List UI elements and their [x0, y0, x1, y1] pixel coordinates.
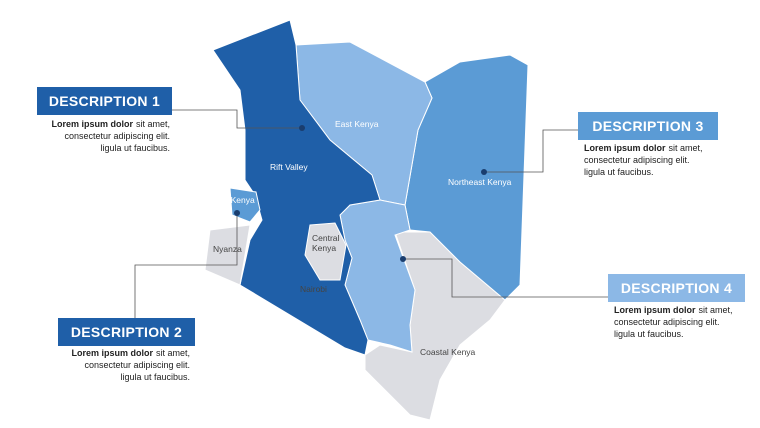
description-line: consectetur adipiscing elit. — [614, 317, 720, 327]
marker-dot — [234, 210, 240, 216]
bold-lead: Lorem ipsum dolor — [614, 305, 696, 315]
region-label: Kenya — [312, 243, 336, 253]
connector-1 — [172, 109, 302, 129]
title-box — [578, 112, 718, 140]
region-label: West Kenya — [209, 195, 255, 205]
description-title: DESCRIPTION 2 — [71, 324, 182, 340]
region-label: Central — [312, 233, 340, 243]
title-box — [37, 87, 172, 115]
text-span: sit amet, — [136, 119, 170, 129]
description-block: DESCRIPTION 3 Lorem ipsum dolor sit amet, c… — [578, 112, 718, 177]
description-line: Lorem ipsum dolor sit amet, — [51, 119, 170, 129]
title-box — [608, 274, 745, 302]
marker-dot — [400, 256, 406, 262]
description-line: ligula ut faucibus. — [584, 167, 654, 177]
text-span: sit amet, — [669, 143, 703, 153]
bold-lead: Lorem ipsum dolor — [51, 119, 133, 129]
description-line: Lorem ipsum dolor sit amet, — [614, 305, 733, 315]
west-region — [229, 187, 261, 223]
description-block: DESCRIPTION 1 Lorem ipsum dolor sit amet, c… — [37, 87, 172, 153]
description-line: consectetur adipiscing elit. — [84, 360, 190, 370]
text-span: sit amet, — [699, 305, 733, 315]
region-label: Northeast Kenya — [448, 177, 512, 187]
connector-2 — [134, 213, 238, 318]
description-line: ligula ut faucibus. — [100, 143, 170, 153]
description-line: Lorem ipsum dolor sit amet, — [584, 143, 703, 153]
region-label: Rift Valley — [270, 162, 308, 172]
region-label: Nairobi — [300, 284, 327, 294]
description-line: Lorem ipsum dolor sit amet, — [71, 348, 190, 358]
connectors — [134, 109, 608, 318]
region-label: East Kenya — [335, 119, 379, 129]
description-title: DESCRIPTION 3 — [592, 118, 703, 134]
description-block: DESCRIPTION 2 Lorem ipsum dolor sit amet, c… — [58, 318, 195, 382]
region-label: Nyanza — [213, 244, 242, 254]
connector-3 — [484, 129, 578, 173]
marker-dot — [299, 125, 305, 131]
description-block: DESCRIPTION 4 Lorem ipsum dolor sit amet, c… — [608, 274, 745, 339]
description-line: consectetur adipiscing elit. — [584, 155, 690, 165]
kenya-map — [204, 19, 529, 421]
description-title: DESCRIPTION 4 — [621, 280, 732, 296]
description-line: consectetur adipiscing elit. — [64, 131, 170, 141]
bold-lead: Lorem ipsum dolor — [71, 348, 153, 358]
connector-4 — [403, 258, 608, 298]
description-title: DESCRIPTION 1 — [49, 93, 160, 109]
title-box — [58, 318, 195, 346]
marker-dot — [481, 169, 487, 175]
region-labels: Rift Valley East Kenya Northeast Kenya W… — [209, 119, 512, 357]
region-label: Coastal Kenya — [420, 347, 476, 357]
description-line: ligula ut faucibus. — [120, 372, 190, 382]
description-line: ligula ut faucibus. — [614, 329, 684, 339]
text-span: sit amet, — [156, 348, 190, 358]
central-region — [304, 222, 347, 281]
bold-lead: Lorem ipsum dolor — [584, 143, 666, 153]
